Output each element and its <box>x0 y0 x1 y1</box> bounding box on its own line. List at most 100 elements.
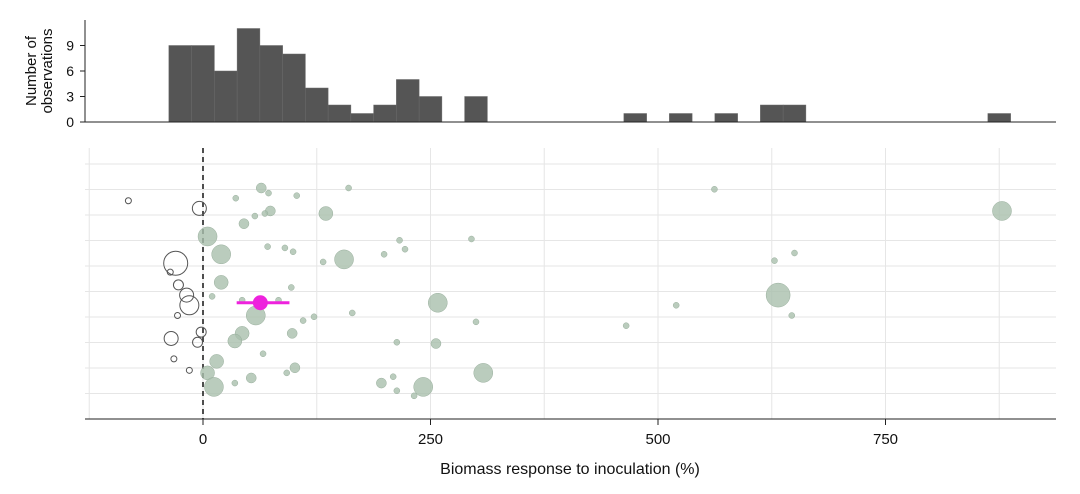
data-point-positive <box>289 362 301 374</box>
scatter-grid <box>85 148 1056 419</box>
data-point-positive <box>245 372 257 384</box>
histogram-bar <box>350 113 374 123</box>
data-point-positive <box>232 194 240 202</box>
histogram-panel: Number of observations 0 3 6 9 <box>23 20 1056 130</box>
histogram-bar <box>669 113 693 123</box>
data-point-positive <box>380 251 388 258</box>
data-point-positive <box>299 317 307 324</box>
histogram-bar <box>623 113 647 123</box>
data-point-positive <box>468 235 475 243</box>
histogram-bar <box>168 45 192 123</box>
data-point-positive <box>430 338 442 349</box>
summary-mean-point <box>252 295 268 311</box>
x-tick-label: 750 <box>873 431 898 448</box>
data-point-positive <box>771 257 778 264</box>
data-point-positive <box>992 201 1012 221</box>
histogram-y-tick-label: 6 <box>66 63 74 79</box>
data-point-negative <box>192 336 204 348</box>
histogram-bar <box>373 104 397 123</box>
x-axis-ticks: 0 250 500 750 <box>199 419 898 448</box>
data-point-positive <box>711 186 718 193</box>
data-point-positive <box>251 212 259 220</box>
data-point-positive <box>310 313 318 321</box>
data-point-positive <box>410 392 418 400</box>
data-point-positive <box>622 322 630 329</box>
histogram-bar <box>418 96 443 123</box>
data-point-negative <box>195 326 207 338</box>
data-point-positive <box>231 379 239 387</box>
data-point-positive <box>261 210 269 217</box>
data-point-negative <box>172 279 184 291</box>
data-point-positive <box>472 318 480 326</box>
data-point-positive <box>791 249 798 257</box>
data-point-negative <box>124 197 132 205</box>
data-point-positive <box>376 377 387 389</box>
data-point-positive <box>389 373 397 380</box>
data-point-positive <box>393 339 401 346</box>
x-axis-label: Biomass response to inoculation (%) <box>440 461 700 478</box>
data-point-negative <box>179 295 200 316</box>
data-point-positive <box>672 302 680 309</box>
data-point-positive <box>428 293 448 313</box>
data-point-positive <box>259 350 267 357</box>
data-point-positive <box>265 189 272 197</box>
data-point-positive <box>211 244 231 265</box>
data-point-positive <box>348 309 356 317</box>
data-point-positive <box>345 184 352 192</box>
histogram-ylabel-line2: observations <box>39 28 56 113</box>
histogram-y-tick-label: 0 <box>66 114 74 130</box>
histogram-bar <box>259 45 283 123</box>
histogram-bar <box>305 87 329 123</box>
x-tick-label: 500 <box>645 431 670 448</box>
data-point-positive <box>209 354 224 369</box>
data-point-positive <box>765 282 791 308</box>
histogram-bar <box>987 113 1011 123</box>
histogram-bar <box>327 104 352 123</box>
data-point-positive <box>255 182 267 194</box>
histogram-bar <box>236 28 261 123</box>
data-point-positive <box>334 249 354 270</box>
data-point-positive <box>204 377 224 397</box>
histogram-bar <box>191 45 215 123</box>
data-point-negative <box>163 250 189 276</box>
histogram-y-tick-label: 9 <box>66 38 74 54</box>
histogram-bar <box>782 104 807 123</box>
data-point-positive <box>286 328 298 339</box>
histogram-bar <box>760 104 784 123</box>
data-point-positive <box>208 293 216 300</box>
data-point-positive <box>238 218 250 229</box>
histogram-bar <box>714 113 738 123</box>
data-point-positive <box>289 248 297 255</box>
histogram-ylabel-line1: Number of <box>23 35 40 106</box>
data-point-positive <box>264 243 271 250</box>
data-point-positive <box>288 284 295 291</box>
histogram-bar <box>396 79 420 123</box>
data-point-positive <box>227 333 243 349</box>
data-point-negative <box>185 366 193 374</box>
data-point-positive <box>197 226 218 247</box>
data-point-positive <box>393 387 401 394</box>
histogram-bar <box>214 70 238 123</box>
data-point-negative <box>163 330 179 346</box>
histogram-bar <box>464 96 488 123</box>
data-point-negative <box>170 355 178 363</box>
data-point-positive <box>283 369 290 377</box>
x-tick-label: 250 <box>418 431 443 448</box>
data-point-negative <box>166 268 174 276</box>
histogram-bar <box>282 53 306 123</box>
data-point-positive <box>413 377 433 397</box>
data-point-positive <box>788 312 796 319</box>
data-point-positive <box>213 275 229 290</box>
data-point-positive <box>396 237 403 244</box>
data-point-negative <box>174 312 182 319</box>
data-point-positive <box>319 258 327 266</box>
histogram-y-tick-label: 3 <box>66 89 74 105</box>
data-point-positive <box>318 206 334 221</box>
data-point-positive <box>401 245 409 253</box>
data-point-positive <box>281 244 289 252</box>
data-point-negative <box>191 200 207 216</box>
histogram-y-ticks: 0 3 6 9 <box>66 38 85 130</box>
scatter-panel: 0 250 500 750 Biomass response to inoculati… <box>85 148 1056 478</box>
